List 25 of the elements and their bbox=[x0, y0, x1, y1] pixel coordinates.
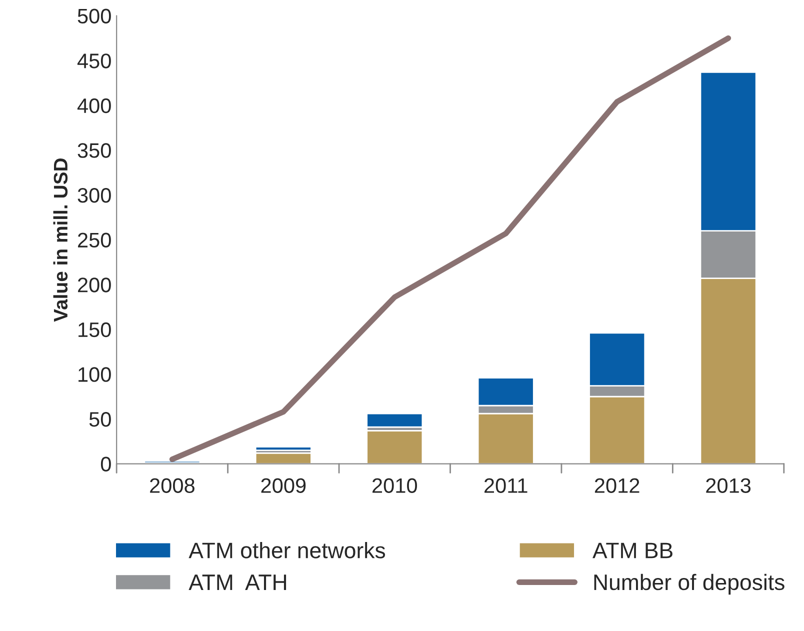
x-tick-label: 2009 bbox=[261, 478, 306, 493]
legend-label: ATM other networks bbox=[188, 542, 386, 558]
y-axis-title: Value in mill. USD bbox=[53, 158, 68, 322]
y-tick-label: 50 bbox=[89, 412, 111, 427]
y-tick-label: 350 bbox=[78, 143, 111, 158]
y-tick-label: 200 bbox=[78, 278, 111, 292]
x-tick-label: 2008 bbox=[150, 478, 194, 493]
y-tick-label: 0 bbox=[100, 456, 111, 472]
legend-label: Number of deposits bbox=[594, 574, 784, 595]
x-tick-label: 2010 bbox=[372, 478, 417, 493]
bar bbox=[366, 430, 424, 464]
legend-label: ATM BB bbox=[592, 542, 672, 558]
y-tick-label: 500 bbox=[78, 8, 111, 24]
legend-label: ATM ATH bbox=[188, 574, 286, 590]
x-tick-label: 2011 bbox=[484, 478, 528, 493]
bar bbox=[254, 446, 312, 452]
x-tick-label: 2012 bbox=[594, 478, 640, 493]
bar bbox=[366, 412, 424, 428]
x-tick-label: 2013 bbox=[706, 478, 751, 493]
y-tick-label: 250 bbox=[78, 232, 111, 248]
y-tick-label: 150 bbox=[78, 322, 111, 338]
y-tick-label: 400 bbox=[77, 98, 111, 114]
y-tick-label: 450 bbox=[77, 54, 111, 68]
y-tick-label: 100 bbox=[78, 367, 111, 382]
y-tick-label: 300 bbox=[78, 188, 111, 203]
